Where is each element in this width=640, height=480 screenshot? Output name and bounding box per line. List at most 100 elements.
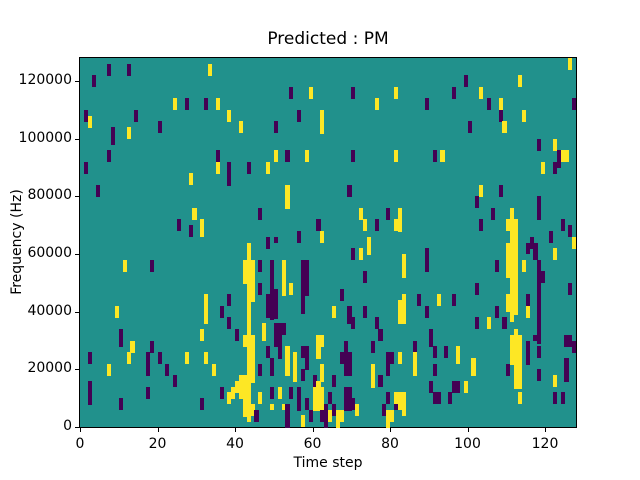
heatmap-cell-high — [525, 305, 530, 318]
heatmap-cell-low — [343, 340, 348, 377]
heatmap-cell-high — [308, 86, 313, 99]
heatmap-cell-high — [572, 236, 577, 249]
heatmap-cell-low — [564, 334, 569, 347]
heatmap-cell-high — [126, 352, 131, 365]
heatmap-cell-high — [200, 328, 205, 341]
heatmap-cell-high — [242, 259, 247, 284]
x-tick-mark — [467, 428, 469, 432]
y-tick-label: 120000 — [18, 72, 72, 89]
heatmap-cell-low — [277, 323, 282, 360]
heatmap-cell-high — [521, 259, 526, 272]
heatmap-cell-low — [118, 328, 123, 347]
heatmap-cell-low — [289, 386, 294, 399]
heatmap-cell-low — [258, 259, 263, 272]
heatmap-cell-low — [258, 207, 263, 220]
heatmap-cell-high — [122, 259, 127, 272]
heatmap-cell-low — [347, 386, 352, 411]
heatmap-cell-low — [548, 230, 554, 243]
heatmap-cell-low — [428, 328, 433, 347]
x-tick-label: 20 — [148, 436, 167, 452]
heatmap-cell-low — [285, 150, 290, 163]
heatmap-cell-low — [452, 294, 457, 307]
heatmap-cell-low — [428, 380, 433, 393]
heatmap-cell-low — [227, 161, 232, 186]
heatmap-cell-high — [552, 375, 557, 388]
heatmap-cell-low — [424, 248, 430, 273]
heatmap-cell-low — [351, 248, 356, 261]
heatmap-cell-low — [215, 150, 220, 163]
heatmap-cell-low — [568, 334, 573, 347]
heatmap-cell-high — [568, 58, 573, 70]
y-tick-mark — [75, 138, 79, 140]
heatmap-cell-high — [281, 259, 286, 296]
y-tick-mark — [75, 311, 79, 313]
heatmap-cell-high — [506, 242, 511, 279]
heatmap-cell-low — [432, 346, 437, 359]
heatmap-cell-low — [289, 86, 294, 99]
heatmap-cell-low — [552, 161, 557, 174]
heatmap-cell-high — [192, 207, 197, 220]
heatmap-cell-high — [564, 150, 569, 163]
heatmap-cell-high — [235, 380, 240, 393]
heatmap-cell-low — [525, 294, 530, 307]
heatmap-cell-high — [514, 328, 519, 389]
heatmap-cell-low — [533, 242, 538, 261]
heatmap-cell-low — [219, 305, 224, 318]
heatmap-cell-high — [114, 305, 120, 318]
heatmap-cell-low — [374, 219, 379, 232]
y-tick-label: 60000 — [27, 245, 72, 262]
heatmap-cell-low — [351, 317, 356, 330]
heatmap-cell-low — [378, 328, 383, 341]
heatmap-cell-high — [215, 161, 220, 174]
heatmap-cell-high — [227, 392, 232, 405]
heatmap-cell-low — [126, 63, 131, 76]
x-tick-mark — [312, 428, 314, 432]
heatmap-cell-low — [475, 196, 480, 209]
heatmap-cell-low — [157, 121, 162, 134]
heatmap-cell-low — [200, 398, 205, 411]
heatmap-cell-low — [304, 398, 309, 411]
heatmap-cell-high — [320, 109, 325, 134]
heatmap-cell-high — [397, 207, 402, 232]
heatmap-cell-low — [227, 294, 232, 307]
heatmap-cell-low — [568, 282, 573, 295]
y-tick-label: 0 — [63, 418, 72, 434]
heatmap-cell-low — [184, 98, 189, 111]
y-tick-mark — [75, 369, 79, 371]
heatmap-cell-low — [362, 271, 368, 284]
x-tick-mark — [390, 428, 391, 432]
heatmap-cell-high — [393, 86, 399, 99]
heatmap-cell-low — [328, 392, 333, 405]
heatmap-cell-low — [560, 392, 565, 405]
heatmap-cell-low — [502, 317, 507, 330]
heatmap-cell-low — [556, 150, 561, 169]
heatmap-cell-low — [87, 380, 92, 405]
heatmap-cell-low — [134, 109, 139, 122]
heatmap-cell-high — [455, 346, 461, 365]
heatmap-cell-high — [304, 150, 309, 163]
heatmap-cell-low — [541, 271, 546, 284]
heatmap-cell-low — [452, 380, 457, 393]
heatmap-cell-low — [560, 219, 565, 232]
heatmap-cell-low — [498, 109, 503, 122]
heatmap-cell-low — [564, 357, 569, 382]
heatmap-cell-low — [266, 294, 271, 319]
heatmap-cell-high — [506, 294, 511, 313]
heatmap-cell-high — [514, 219, 519, 316]
heatmap-cell-high — [273, 150, 278, 163]
heatmap-cell-low — [149, 340, 154, 353]
heatmap-cell-low — [444, 346, 449, 359]
x-tick-label: 40 — [226, 436, 244, 452]
heatmap-cell-high — [289, 282, 294, 295]
heatmap-cell-high — [393, 150, 399, 163]
heatmap-cell-low — [339, 288, 344, 301]
heatmap-cell-high — [200, 219, 205, 238]
heatmap-cell-high — [560, 150, 565, 163]
heatmap-cell-low — [95, 184, 100, 197]
heatmap-cell-low — [537, 346, 542, 359]
heatmap-cell-low — [266, 346, 271, 359]
y-tick-label: 100000 — [18, 129, 72, 146]
heatmap-cell-high — [188, 173, 193, 186]
heatmap-cell-high — [390, 409, 395, 422]
heatmap-cell-high — [440, 150, 445, 163]
